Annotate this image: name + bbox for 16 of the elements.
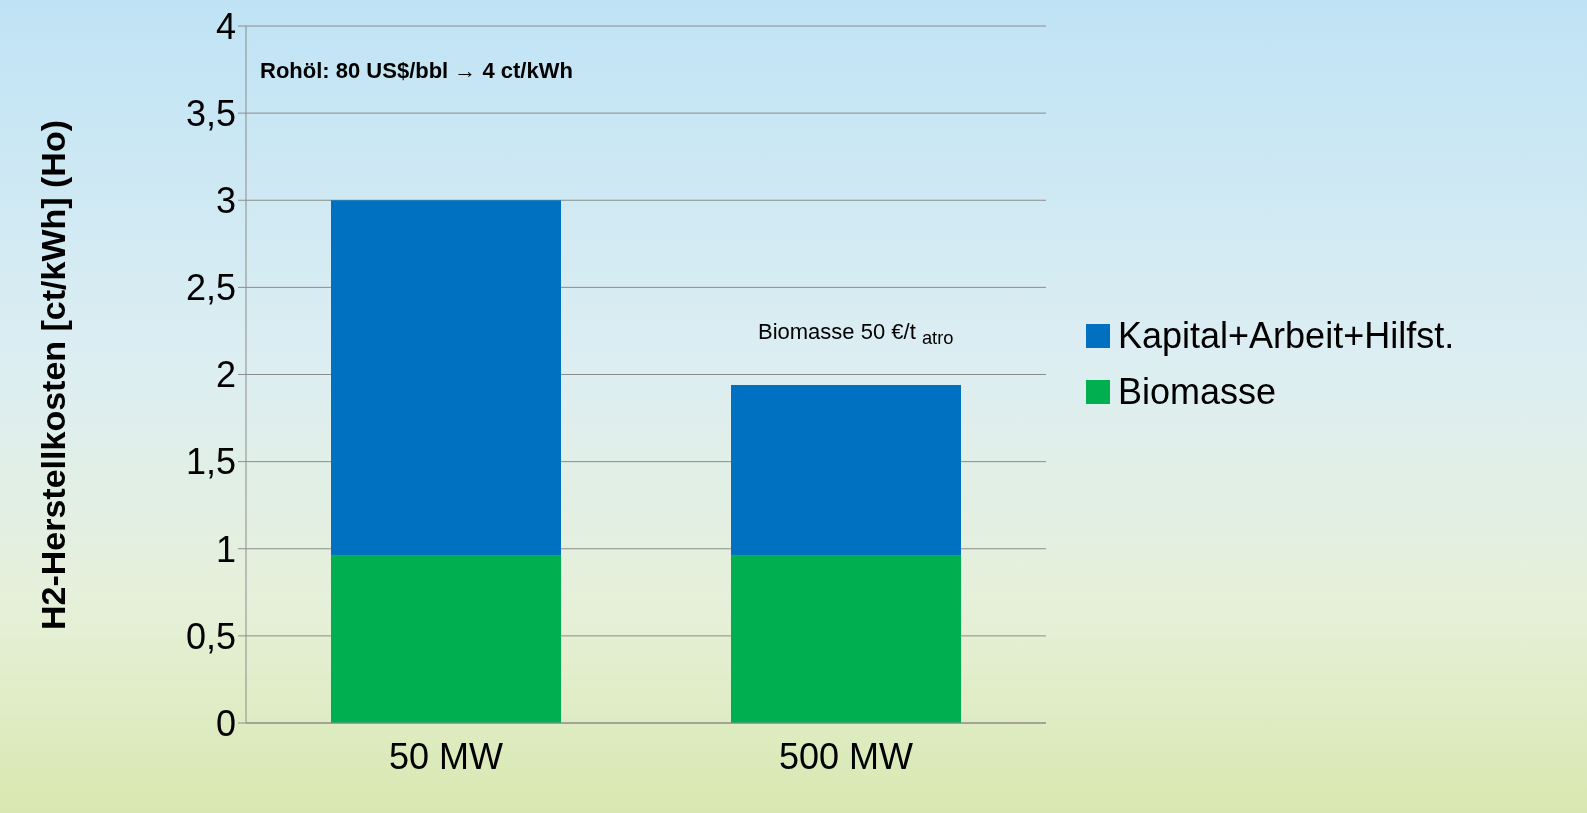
y-tick-label: 0,5 [185, 615, 236, 657]
y-tick-label: 2 [215, 354, 236, 396]
x-tick-label: 50 MW [388, 735, 504, 777]
y-tick-label: 0 [215, 702, 236, 744]
y-tick-label: 1 [215, 528, 236, 570]
legend-label: Biomasse [1118, 370, 1277, 413]
annotation: Rohöl: 80 US$/bbl → 4 ct/kWh [260, 58, 573, 84]
y-tick-label: 2,5 [185, 267, 236, 309]
y-tick-label: 3 [215, 180, 236, 222]
y-tick-label: 3,5 [185, 92, 236, 134]
y-tick-label: 4 [215, 5, 236, 47]
y-axis-title: H2-Herstellkosten [ct/kWh] (Ho) [33, 118, 73, 632]
legend-label: Kapital+Arbeit+Hilfst. [1118, 314, 1455, 357]
annotation: Biomasse 50 €/t $_{atro}$ [758, 318, 954, 350]
y-tick-label: 1,5 [185, 441, 236, 483]
x-tick-label: 500 MW [778, 735, 914, 777]
